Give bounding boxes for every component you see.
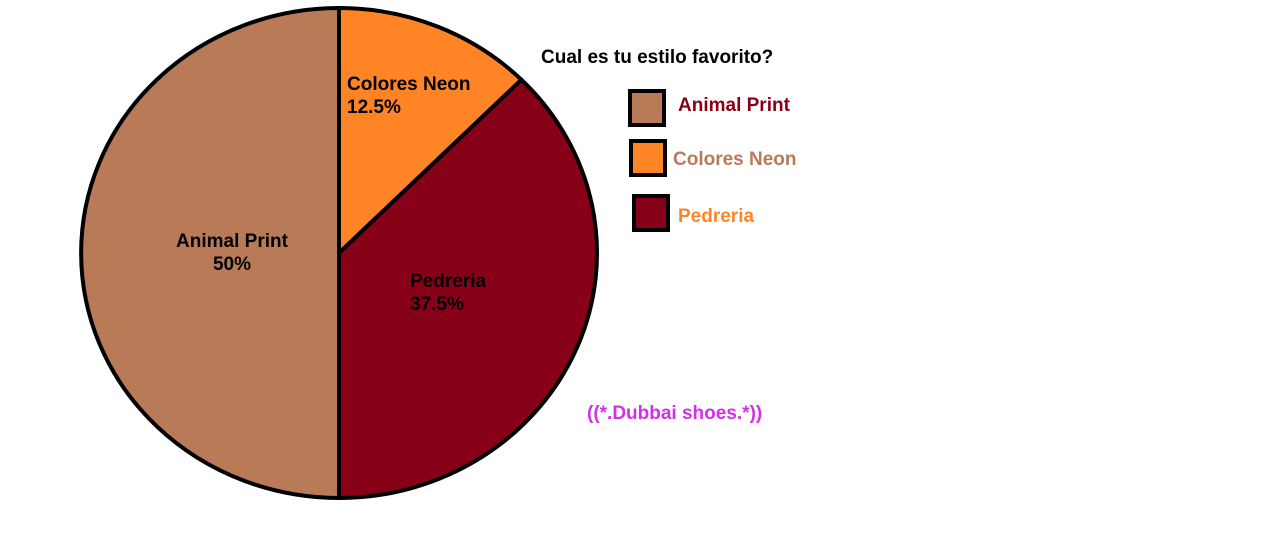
- legend-label-colores-neon: Colores Neon: [673, 149, 797, 170]
- slice-label-colores-neon: Colores Neon 12.5%: [347, 73, 471, 119]
- pie-slice-colores-neon: [337, 6, 524, 255]
- legend-label-pedreria: Pedreria: [678, 206, 755, 227]
- pie-slice-pedreria: [337, 77, 599, 500]
- slice-value-label: 12.5%: [347, 97, 401, 118]
- slice-label-text: Animal Print: [176, 231, 288, 252]
- legend-swatch-colores-neon: [629, 139, 667, 177]
- watermark-annotation: ((*.Dubbai shoes.*)): [587, 403, 763, 424]
- slice-value-label: 50%: [212, 254, 252, 275]
- pie-slice-animal-print: [79, 6, 341, 500]
- chart-title: Cual es tu estilo favorito?: [541, 47, 774, 68]
- legend-swatch-pedreria: [632, 194, 670, 232]
- legend-swatch-animal-print: [628, 89, 666, 127]
- legend-label-animal-print: Animal Print: [678, 95, 790, 116]
- slice-label-text: Colores Neon: [347, 74, 471, 95]
- slice-label-animal-print: Animal Print 50%: [165, 230, 299, 276]
- slice-value-label: 37.5%: [410, 294, 464, 315]
- slice-label-text: Pedreria: [410, 271, 487, 292]
- slice-label-pedreria: Pedreria 37.5%: [410, 270, 486, 316]
